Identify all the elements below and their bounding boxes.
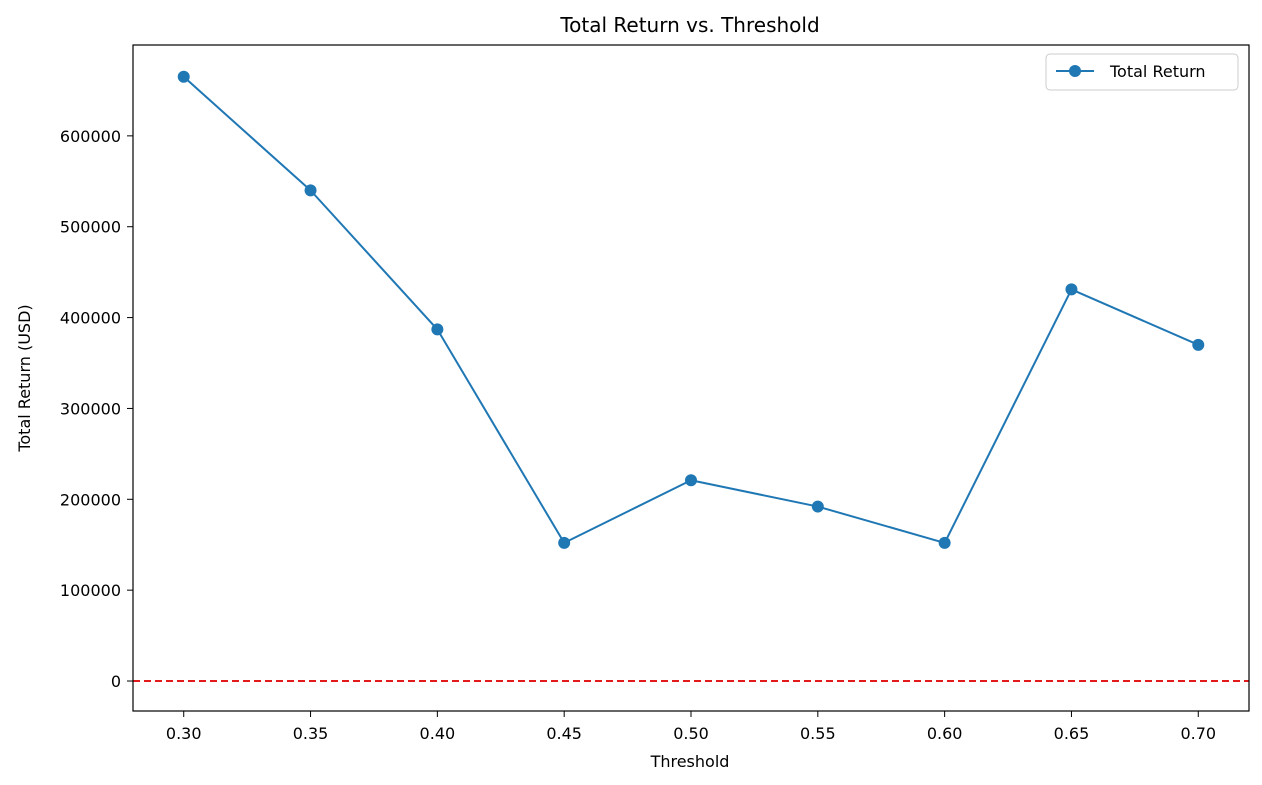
- y-tick-label: 0: [111, 672, 121, 691]
- data-point: [811, 500, 824, 513]
- plot-frame: [132, 44, 1250, 712]
- x-tick-label: 0.65: [1054, 724, 1090, 743]
- data-point: [431, 323, 444, 336]
- legend-marker-swatch: [1069, 65, 1081, 77]
- legend: Total Return: [1045, 53, 1239, 91]
- data-point: [1192, 338, 1205, 351]
- x-tick-label: 0.50: [673, 724, 709, 743]
- data-point: [685, 474, 697, 487]
- legend-label: Total Return: [1109, 62, 1206, 81]
- data-point: [177, 70, 190, 83]
- x-tick-label: 0.30: [166, 724, 202, 743]
- y-tick-label: 400000: [60, 309, 121, 328]
- plot-area: [133, 70, 1249, 683]
- data-point: [938, 536, 951, 549]
- x-tick-label: 0.55: [800, 724, 836, 743]
- chart-title: Total Return vs. Threshold: [559, 13, 819, 37]
- y-tick-label: 200000: [60, 490, 121, 509]
- data-point: [558, 536, 571, 549]
- x-tick-label: 0.35: [293, 724, 329, 743]
- series-line-0: [183, 76, 1199, 544]
- x-tick-label: 0.45: [546, 724, 582, 743]
- axes: 0.30 0.35 0.40 0.45 0.50 0.55 0.60 0.65 0.70 0 100…: [60, 44, 1250, 743]
- x-axis-title: Threshold: [650, 752, 730, 771]
- x-tick-label: 0.70: [1180, 724, 1216, 743]
- y-tick-label: 500000: [60, 218, 121, 237]
- y-tick-label: 600000: [60, 127, 121, 146]
- y-axis-title: Total Return (USD): [15, 304, 34, 452]
- legend-box: [1045, 53, 1239, 91]
- data-point: [304, 184, 317, 197]
- data-point: [1065, 283, 1078, 296]
- y-tick-label: 300000: [60, 399, 121, 418]
- x-tick-label: 0.40: [420, 724, 456, 743]
- y-tick-label: 100000: [60, 581, 121, 600]
- x-tick-label: 0.60: [927, 724, 963, 743]
